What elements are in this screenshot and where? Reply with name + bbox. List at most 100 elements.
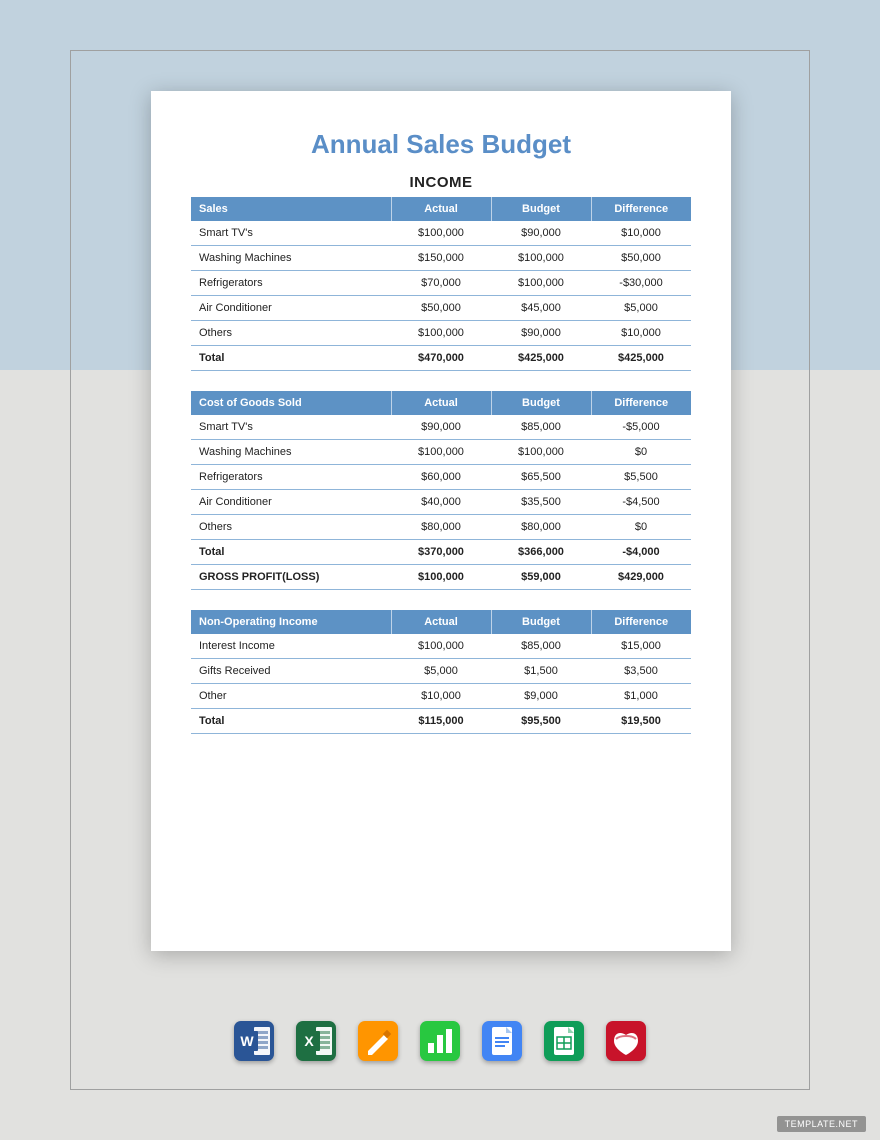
table-header-label: Cost of Goods Sold [191, 391, 391, 415]
table-cell: $65,500 [491, 465, 591, 490]
table-row: Others$100,000$90,000$10,000 [191, 321, 691, 346]
table-cell: $10,000 [591, 221, 691, 246]
google-docs-icon[interactable] [482, 1021, 522, 1061]
table-row: Refrigerators$60,000$65,500$5,500 [191, 465, 691, 490]
pages-icon[interactable] [358, 1021, 398, 1061]
table-cell: $35,500 [491, 490, 591, 515]
table-cell: $150,000 [391, 246, 491, 271]
table-row: Air Conditioner$40,000$35,500-$4,500 [191, 490, 691, 515]
table-cell: Washing Machines [191, 246, 391, 271]
table-cell: $85,000 [491, 634, 591, 659]
table-cell: Others [191, 515, 391, 540]
page-title: Annual Sales Budget [191, 129, 691, 160]
table-cell: $15,000 [591, 634, 691, 659]
table-cell: Gifts Received [191, 659, 391, 684]
table-cell: Total [191, 540, 391, 565]
table-cell: $19,500 [591, 709, 691, 734]
table-cell: $10,000 [591, 321, 691, 346]
table-cell: $100,000 [491, 246, 591, 271]
table-row: Washing Machines$100,000$100,000$0 [191, 440, 691, 465]
table-cell: -$4,000 [591, 540, 691, 565]
table-cell: GROSS PROFIT(LOSS) [191, 565, 391, 590]
table-cell: $470,000 [391, 346, 491, 371]
table-cell: Washing Machines [191, 440, 391, 465]
table-row: Air Conditioner$50,000$45,000$5,000 [191, 296, 691, 321]
table-cell: $100,000 [391, 565, 491, 590]
google-sheets-icon[interactable] [544, 1021, 584, 1061]
table-cell: -$30,000 [591, 271, 691, 296]
pdf-icon[interactable] [606, 1021, 646, 1061]
table-header-col: Actual [391, 391, 491, 415]
table-header-col: Difference [591, 610, 691, 634]
table-cell: $70,000 [391, 271, 491, 296]
table-header-col: Actual [391, 197, 491, 221]
table-cell: $45,000 [491, 296, 591, 321]
table-cell: $100,000 [391, 440, 491, 465]
table-header-label: Sales [191, 197, 391, 221]
table-cell: Air Conditioner [191, 296, 391, 321]
table-cell: $59,000 [491, 565, 591, 590]
table-cell: $80,000 [491, 515, 591, 540]
table-cell: -$4,500 [591, 490, 691, 515]
table-row: GROSS PROFIT(LOSS)$100,000$59,000$429,00… [191, 565, 691, 590]
tables-container: SalesActualBudgetDifferenceSmart TV's$10… [191, 197, 691, 734]
table-cell: $85,000 [491, 415, 591, 440]
table-row: Refrigerators$70,000$100,000-$30,000 [191, 271, 691, 296]
numbers-icon[interactable] [420, 1021, 460, 1061]
table-cell: $5,000 [591, 296, 691, 321]
table-cell: $5,000 [391, 659, 491, 684]
table-cell: $50,000 [391, 296, 491, 321]
table-cell: $366,000 [491, 540, 591, 565]
table-cell: Smart TV's [191, 415, 391, 440]
table-cell: $10,000 [391, 684, 491, 709]
table-cell: $0 [591, 440, 691, 465]
table-row: Others$80,000$80,000$0 [191, 515, 691, 540]
table-cell: Other [191, 684, 391, 709]
table-cell: $90,000 [491, 221, 591, 246]
word-icon[interactable]: W [234, 1021, 274, 1061]
table-cell: $100,000 [391, 634, 491, 659]
table-cell: $5,500 [591, 465, 691, 490]
table-row: Smart TV's$90,000$85,000-$5,000 [191, 415, 691, 440]
table-cell: $100,000 [491, 440, 591, 465]
table-header-col: Budget [491, 197, 591, 221]
svg-text:X: X [304, 1033, 314, 1049]
table-header-col: Actual [391, 610, 491, 634]
table-cell: Refrigerators [191, 271, 391, 296]
table-cell: Air Conditioner [191, 490, 391, 515]
table-cell: $1,500 [491, 659, 591, 684]
excel-icon[interactable]: X [296, 1021, 336, 1061]
table-cell: -$5,000 [591, 415, 691, 440]
watermark: TEMPLATE.NET [777, 1116, 866, 1132]
table-cell: $429,000 [591, 565, 691, 590]
budget-table: Cost of Goods SoldActualBudgetDifference… [191, 391, 691, 590]
table-cell: Others [191, 321, 391, 346]
table-cell: $425,000 [491, 346, 591, 371]
document-page: Annual Sales Budget INCOME SalesActualBu… [151, 91, 731, 951]
budget-table: SalesActualBudgetDifferenceSmart TV's$10… [191, 197, 691, 371]
table-cell: $95,500 [491, 709, 591, 734]
table-row: Other$10,000$9,000$1,000 [191, 684, 691, 709]
file-format-icons: WX [71, 1021, 809, 1061]
table-cell: $50,000 [591, 246, 691, 271]
table-cell: $115,000 [391, 709, 491, 734]
svg-text:W: W [240, 1033, 254, 1049]
table-row: Washing Machines$150,000$100,000$50,000 [191, 246, 691, 271]
section-heading: INCOME [191, 174, 691, 191]
table-cell: $60,000 [391, 465, 491, 490]
table-cell: $425,000 [591, 346, 691, 371]
table-cell: Total [191, 709, 391, 734]
table-cell: Interest Income [191, 634, 391, 659]
table-cell: $80,000 [391, 515, 491, 540]
table-cell: $100,000 [391, 221, 491, 246]
table-cell: $0 [591, 515, 691, 540]
outer-frame: Annual Sales Budget INCOME SalesActualBu… [70, 50, 810, 1090]
table-cell: Smart TV's [191, 221, 391, 246]
table-cell: $90,000 [391, 415, 491, 440]
table-cell: $1,000 [591, 684, 691, 709]
table-cell: $3,500 [591, 659, 691, 684]
table-header-col: Difference [591, 197, 691, 221]
table-cell: $100,000 [391, 321, 491, 346]
table-cell: $9,000 [491, 684, 591, 709]
table-row: Interest Income$100,000$85,000$15,000 [191, 634, 691, 659]
